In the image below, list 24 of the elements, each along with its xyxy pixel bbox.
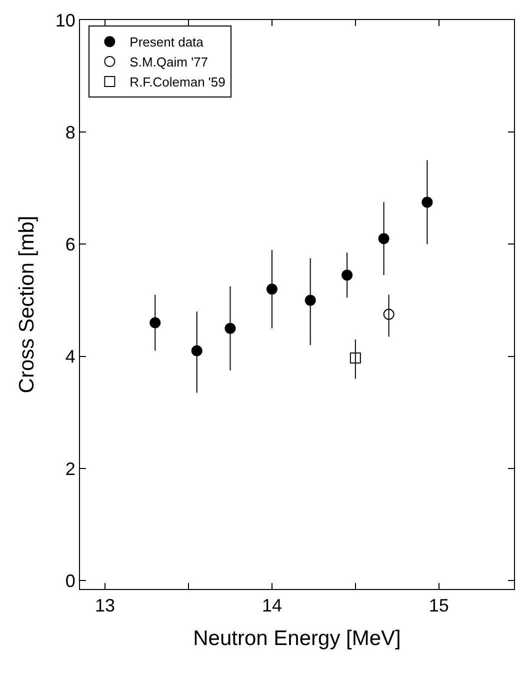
legend-label: R.F.Coleman '59 — [130, 74, 226, 90]
x-axis-title: Neutron Energy [MeV] — [193, 626, 401, 650]
x-tick-label: 13 — [95, 596, 116, 616]
legend-label: Present data — [130, 34, 204, 50]
y-axis-title: Cross Section [mb] — [16, 216, 39, 394]
y-tick-label: 10 — [55, 10, 76, 30]
point — [304, 294, 316, 306]
point — [422, 196, 433, 208]
point — [383, 308, 394, 320]
point — [224, 322, 236, 334]
y-tick-label: 2 — [65, 458, 76, 479]
point — [342, 270, 353, 281]
point — [266, 284, 278, 295]
y-tick-label: 6 — [65, 234, 76, 255]
point — [150, 317, 161, 328]
y-tick-label: 0 — [65, 570, 76, 591]
x-tick-label: 14 — [262, 596, 282, 616]
y-tick-label: 8 — [65, 122, 76, 142]
point — [350, 352, 361, 364]
legend-label: S.M.Qaim '77 — [130, 54, 208, 70]
point — [191, 345, 202, 356]
x-tick-label: 15 — [428, 596, 449, 616]
point — [378, 233, 390, 244]
y-tick-label: 4 — [65, 346, 76, 367]
